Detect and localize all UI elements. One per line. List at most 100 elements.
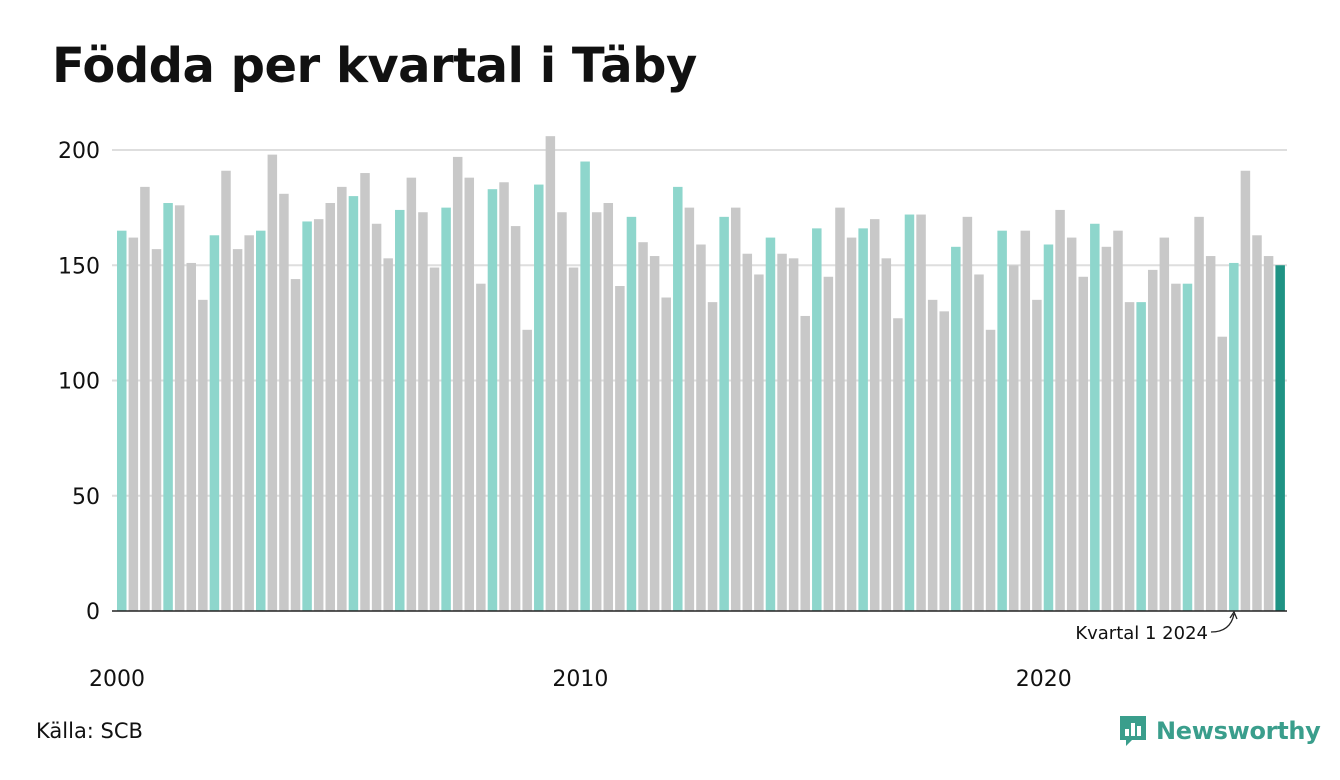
bar xyxy=(313,219,324,611)
bar xyxy=(117,230,127,612)
bar xyxy=(985,329,996,611)
bar xyxy=(603,203,614,611)
bar xyxy=(1171,283,1181,611)
y-tick-label: 150 xyxy=(58,254,100,279)
bar xyxy=(1240,170,1251,611)
bar xyxy=(591,212,602,612)
bar xyxy=(881,258,892,611)
bar xyxy=(441,207,451,611)
bar xyxy=(1205,256,1216,611)
bar xyxy=(1147,269,1158,611)
bar xyxy=(939,311,949,611)
bar xyxy=(962,216,973,611)
bar xyxy=(951,246,961,611)
bar xyxy=(371,223,382,611)
bar xyxy=(429,267,440,611)
bar xyxy=(1194,216,1204,611)
bar xyxy=(232,249,243,612)
bar xyxy=(626,216,637,611)
annotation-label: Kvartal 1 2024 xyxy=(1075,623,1208,644)
bar xyxy=(267,154,278,612)
bar xyxy=(151,249,162,612)
bar xyxy=(499,182,509,611)
bar xyxy=(615,285,625,611)
bar xyxy=(638,242,648,611)
y-tick-label: 50 xyxy=(72,485,100,510)
brand-logo: Newsworthy xyxy=(1118,714,1321,748)
bar xyxy=(452,156,463,612)
bar xyxy=(1066,237,1077,611)
bar xyxy=(580,161,590,611)
bar xyxy=(823,276,834,611)
bar xyxy=(730,207,741,611)
x-tick-label: 2020 xyxy=(1016,667,1072,692)
bar xyxy=(1090,223,1100,611)
bar xyxy=(522,329,532,611)
bar xyxy=(974,274,984,611)
newsworthy-logo-icon xyxy=(1120,716,1146,746)
bar xyxy=(209,235,220,611)
bar xyxy=(1020,230,1031,612)
bar xyxy=(290,279,301,611)
bar xyxy=(337,186,347,611)
bar xyxy=(1101,246,1112,611)
bar xyxy=(1229,262,1239,611)
bar xyxy=(812,228,822,611)
bar xyxy=(256,230,266,612)
bars xyxy=(117,136,1285,612)
x-tick-label: 2000 xyxy=(89,667,145,692)
bar xyxy=(348,196,359,611)
bar xyxy=(997,230,1007,612)
bar xyxy=(568,267,579,611)
bar xyxy=(916,214,926,612)
bar xyxy=(221,170,231,611)
bar xyxy=(800,315,810,611)
bar xyxy=(360,173,370,612)
bar xyxy=(140,186,150,611)
bar xyxy=(464,177,475,611)
bar xyxy=(418,212,428,612)
bar xyxy=(186,262,197,611)
bar xyxy=(1252,235,1262,611)
bar xyxy=(777,253,787,611)
bar xyxy=(1032,299,1042,611)
bar xyxy=(557,212,567,612)
annotation: Kvartal 1 2024 xyxy=(1075,610,1238,644)
x-axis-tick-labels: 2000 2010 2020 xyxy=(89,667,1072,692)
bar xyxy=(754,274,764,611)
bar xyxy=(1263,256,1274,611)
bar xyxy=(198,299,208,611)
brand-name: Newsworthy xyxy=(1156,717,1321,745)
y-axis-tick-labels: 0 50 100 150 200 xyxy=(58,139,100,625)
bar xyxy=(163,203,173,611)
bar xyxy=(395,209,405,611)
annotation-arrowhead xyxy=(1229,610,1238,620)
bar xyxy=(684,207,695,611)
bar xyxy=(719,216,729,611)
bar xyxy=(893,318,903,611)
bar xyxy=(846,237,857,611)
bar xyxy=(904,214,915,612)
bar xyxy=(1136,302,1146,611)
bar xyxy=(765,237,776,611)
bar xyxy=(510,226,521,611)
bar xyxy=(696,244,706,611)
bar xyxy=(1113,230,1123,612)
bar xyxy=(1008,265,1019,611)
bar xyxy=(244,235,254,611)
bar xyxy=(487,189,498,611)
bar xyxy=(1043,244,1054,611)
x-tick-label: 2010 xyxy=(552,667,608,692)
bar xyxy=(869,219,880,611)
chart-title: Födda per kvartal i Täby xyxy=(52,38,697,94)
bar xyxy=(1182,283,1193,611)
bar xyxy=(128,237,139,611)
bar xyxy=(534,184,544,611)
bar xyxy=(406,177,417,611)
bar xyxy=(649,256,660,611)
bar xyxy=(383,258,393,611)
bar xyxy=(279,193,289,612)
bar xyxy=(545,136,556,612)
bar xyxy=(1275,265,1285,611)
